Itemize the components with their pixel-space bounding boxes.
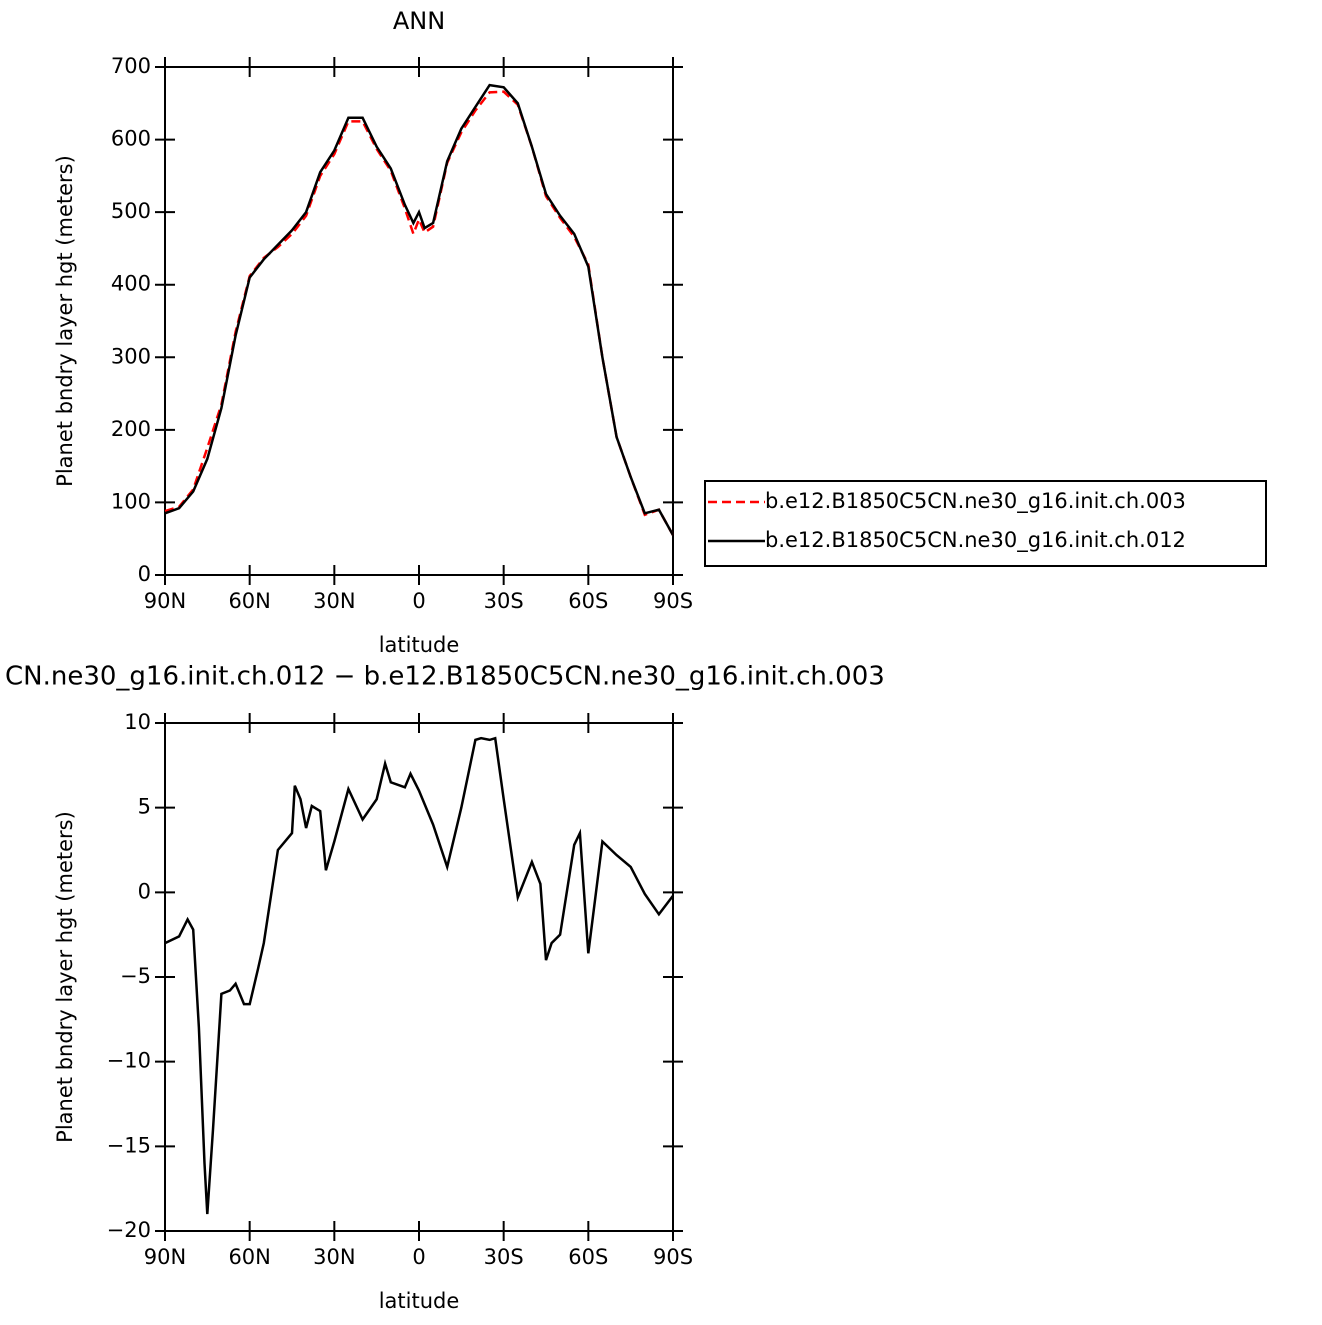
x-tick-label: 60S	[568, 1245, 608, 1269]
series-line	[164, 736, 674, 1215]
legend-box	[704, 480, 1267, 567]
y-axis-label: Planet bndry layer hgt (meters)	[53, 155, 77, 487]
x-tick-label: 30S	[484, 589, 524, 613]
x-tick-label: 90N	[144, 1245, 186, 1269]
series-line	[164, 83, 675, 536]
x-tick-label: 90S	[653, 1245, 693, 1269]
y-tick-label: −10	[107, 1049, 151, 1073]
x-tick-label: 90S	[653, 589, 693, 613]
y-tick-label: 5	[138, 795, 151, 819]
y-tick-label: −15	[107, 1133, 151, 1157]
chart-title: ANN	[393, 7, 445, 35]
x-axis-label: latitude	[379, 633, 460, 657]
x-tick-label: 90N	[144, 589, 186, 613]
legend-label: b.e12.B1850C5CN.ne30_g16.init.ch.012	[765, 528, 1186, 553]
x-axis-label: latitude	[379, 1289, 460, 1313]
y-tick-label: 0	[138, 879, 151, 903]
x-tick-label: 60N	[228, 589, 270, 613]
plot-frame	[164, 722, 674, 1232]
y-tick-label: 500	[111, 199, 151, 223]
y-tick-label: 0	[138, 562, 151, 586]
y-tick-label: −20	[107, 1218, 151, 1242]
y-tick-label: 10	[124, 710, 151, 734]
x-tick-label: 0	[412, 589, 425, 613]
x-tick-label: 30S	[484, 1245, 524, 1269]
y-tick-label: 300	[111, 344, 151, 368]
y-tick-label: 200	[111, 417, 151, 441]
y-tick-label: 100	[111, 489, 151, 513]
x-tick-label: 60N	[228, 1245, 270, 1269]
y-axis-label: Planet bndry layer hgt (meters)	[53, 811, 77, 1143]
legend-label: b.e12.B1850C5CN.ne30_g16.init.ch.003	[765, 489, 1186, 514]
x-tick-label: 30N	[313, 589, 355, 613]
chart-title: CN.ne30_g16.init.ch.012 − b.e12.B1850C5C…	[5, 662, 885, 692]
y-tick-label: 600	[111, 127, 151, 151]
y-tick-label: 700	[111, 54, 151, 78]
x-tick-label: 0	[412, 1245, 425, 1269]
x-tick-label: 60S	[568, 589, 608, 613]
x-tick-label: 30N	[313, 1245, 355, 1269]
y-tick-label: 400	[111, 272, 151, 296]
y-tick-label: −5	[120, 964, 151, 988]
